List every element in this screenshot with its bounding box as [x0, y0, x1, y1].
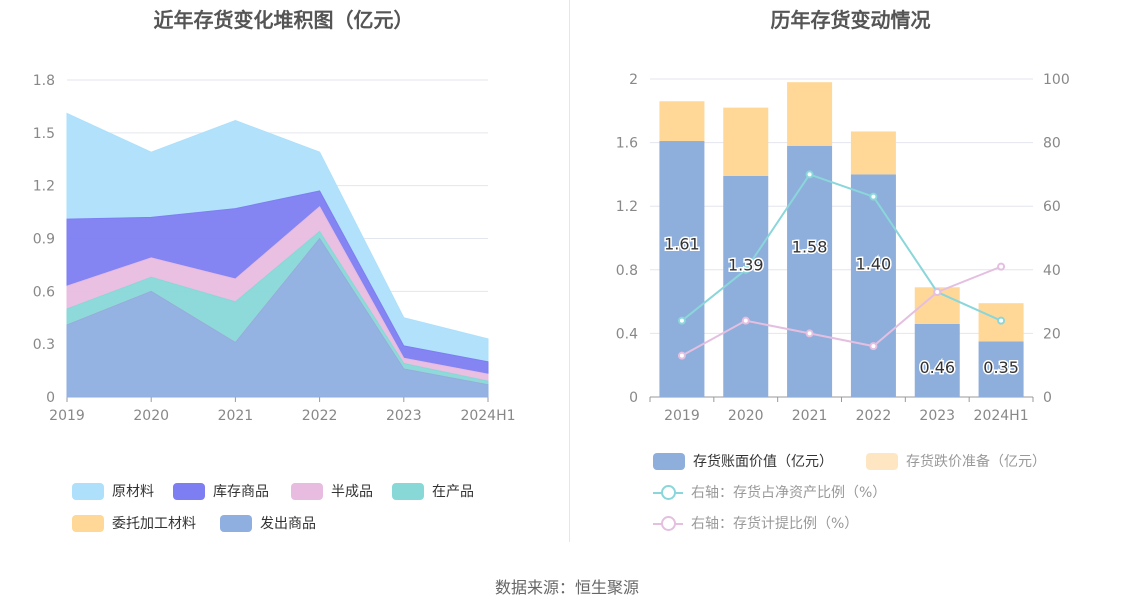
- legend-item[interactable]: 发出商品: [220, 513, 316, 533]
- line-point: [997, 262, 1006, 271]
- bar-book-value: [914, 323, 960, 397]
- legend-item[interactable]: 右轴：存货计提比例（%）: [653, 513, 858, 533]
- bar-impairment: [850, 131, 896, 175]
- x-tick-label: 2021: [218, 408, 254, 424]
- line-point: [805, 170, 814, 179]
- bar-book-value: [723, 175, 769, 397]
- x-tick-label: 2019: [664, 408, 700, 424]
- y-tick-label: 0: [46, 390, 55, 406]
- legend-swatch: [392, 482, 424, 500]
- legend-label: 发出商品: [260, 516, 316, 532]
- bar-book-value: [978, 341, 1024, 397]
- legend-label: 右轴：存货计提比例（%）: [691, 516, 859, 532]
- y2-tick-label: 60: [1043, 199, 1061, 215]
- legend-item[interactable]: 原材料: [72, 481, 154, 501]
- legend-label: 半成品: [331, 484, 373, 500]
- area-发出商品: [66, 237, 489, 398]
- line-point: [869, 192, 878, 201]
- bar-impairment: [787, 82, 833, 146]
- legend-item[interactable]: 存货账面价值（亿元）: [653, 451, 833, 471]
- legend-swatch: [72, 482, 104, 500]
- x-tick-label: 2023: [919, 408, 955, 424]
- legend-label: 原材料: [112, 484, 154, 500]
- x-tick-label: 2020: [133, 408, 169, 424]
- bar-book-value: [787, 145, 833, 397]
- line-point: [741, 316, 750, 325]
- bar-data-label: 0.46: [919, 358, 955, 377]
- data-source: 数据来源：恒生聚源: [494, 578, 639, 597]
- y-tick-label: 0: [629, 390, 638, 406]
- legend-label: 库存商品: [213, 484, 269, 500]
- y-tick-label: 1.8: [33, 73, 55, 89]
- legend-label: 存货跌价准备（亿元）: [906, 454, 1046, 470]
- legend-label: 存货账面价值（亿元）: [693, 454, 833, 470]
- y2-tick-label: 20: [1043, 326, 1061, 342]
- legend-item[interactable]: 存货跌价准备（亿元）: [866, 451, 1046, 471]
- y-tick-label: 2: [629, 72, 638, 88]
- x-tick-label: 2021: [792, 408, 828, 424]
- legend-item[interactable]: 在产品: [392, 481, 474, 501]
- legend-swatch: [220, 514, 252, 532]
- x-tick-label: 2024H1: [460, 408, 515, 424]
- legend-swatch: [653, 452, 685, 470]
- bar-data-label: 0.35: [983, 358, 1019, 377]
- x-tick-label: 2023: [386, 408, 422, 424]
- legend-label: 委托加工材料: [112, 516, 196, 532]
- x-tick-label: 2020: [728, 408, 764, 424]
- line-point: [677, 316, 686, 325]
- legend-item[interactable]: 库存商品: [173, 481, 269, 501]
- legend-swatch: [72, 514, 104, 532]
- bar-data-label: 1.39: [728, 255, 764, 274]
- x-tick-label: 2022: [856, 408, 892, 424]
- line-point: [869, 342, 878, 351]
- panel-divider: [569, 0, 570, 542]
- y-tick-label: 1.5: [33, 126, 55, 142]
- legend-label: 右轴：存货占净资产比例（%）: [691, 485, 887, 501]
- line-series-0: [681, 173, 1002, 322]
- stacked-area-panel: 近年存货变化堆积图（亿元） 0 0.3 0.6 0.9 1.2 1.5 1.8 2019 202…: [0, 0, 567, 560]
- stacked-area-chart: 0 0.3 0.6 0.9 1.2 1.5 1.8 2019 2020 2021 2022 2023 2…: [33, 73, 516, 424]
- y-tick-label: 0.6: [33, 284, 55, 300]
- legend-swatch: [291, 482, 323, 500]
- line-point: [997, 316, 1006, 325]
- line-point: [677, 351, 686, 360]
- legend-swatch: [173, 482, 205, 500]
- bar-book-value: [850, 174, 896, 397]
- bar-line-panel: 历年存货变动情况 0 0.4 0.8 1.2 1.6 2 0 20 40 60 80 100 2019 2…: [567, 0, 1134, 560]
- legend-swatch: [653, 515, 683, 532]
- y-tick-label: 1.6: [616, 136, 638, 152]
- y-tick-label: 0.9: [33, 232, 55, 248]
- line-point: [805, 329, 814, 338]
- y2-tick-label: 0: [1043, 390, 1052, 406]
- legend-item[interactable]: 半成品: [291, 481, 373, 501]
- line-series-1: [681, 265, 1002, 357]
- y-tick-label: 1.2: [616, 199, 638, 215]
- y-tick-label: 0.8: [616, 263, 638, 279]
- x-tick-label: 2024H1: [974, 408, 1029, 424]
- x-tick-label: 2022: [302, 408, 338, 424]
- line-point: [741, 265, 750, 274]
- bar-data-label: 1.40: [856, 254, 892, 273]
- legend-item[interactable]: 委托加工材料: [72, 513, 196, 533]
- y-tick-label: 0.3: [33, 337, 55, 353]
- legend-label: 在产品: [432, 484, 474, 500]
- line-point: [933, 288, 942, 297]
- right-chart-title: 历年存货变动情况: [770, 8, 931, 32]
- legend-swatch: [866, 452, 898, 470]
- y-tick-label: 1.2: [33, 179, 55, 195]
- x-tick-label: 2019: [49, 408, 85, 424]
- bar-data-label: 1.58: [792, 237, 828, 256]
- bar-data-label: 1.61: [664, 234, 700, 253]
- y2-tick-label: 40: [1043, 263, 1061, 279]
- legend-swatch: [653, 484, 683, 501]
- bar-impairment: [723, 107, 769, 176]
- left-chart-title: 近年存货变化堆积图（亿元）: [153, 8, 414, 32]
- y2-tick-label: 80: [1043, 136, 1061, 152]
- y2-tick-label: 100: [1043, 72, 1070, 88]
- y-tick-label: 0.4: [616, 326, 638, 342]
- bar-impairment: [659, 101, 705, 142]
- legend-item[interactable]: 右轴：存货占净资产比例（%）: [653, 482, 886, 502]
